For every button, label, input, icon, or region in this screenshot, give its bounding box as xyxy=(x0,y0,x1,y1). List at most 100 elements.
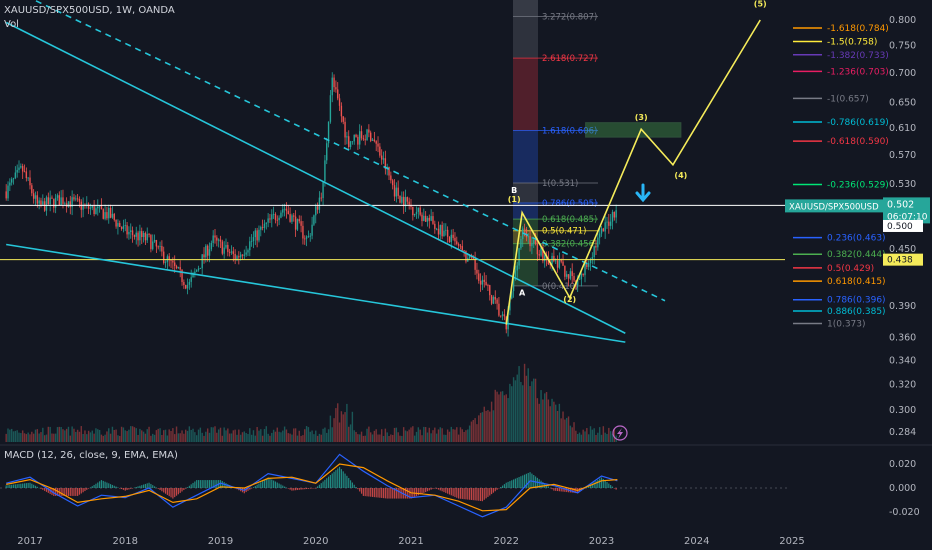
volume-bar xyxy=(152,433,154,442)
macd-histogram-bar xyxy=(357,488,359,490)
candle-body xyxy=(128,231,130,235)
candle-body xyxy=(507,310,509,330)
candle-body xyxy=(131,230,134,236)
candle-body xyxy=(113,213,115,220)
candle-body xyxy=(331,77,333,96)
fib-level-label: 0.618(0.485) xyxy=(542,215,597,225)
macd-histogram-bar xyxy=(445,488,447,493)
volume-bar xyxy=(565,417,568,442)
volume-bar xyxy=(219,427,222,442)
volume-bar xyxy=(38,433,40,442)
volume-bar xyxy=(487,410,489,442)
candle-body xyxy=(135,232,137,237)
macd-histogram-bar xyxy=(40,488,42,489)
symbol-header: XAUUSD/SPX500USD, 1W, OANDA xyxy=(4,5,175,16)
macd-histogram-bar xyxy=(443,488,445,493)
macd-histogram-bar xyxy=(525,473,527,488)
macd-histogram-bar xyxy=(5,485,7,488)
candle-body xyxy=(608,221,610,226)
macd-histogram-bar xyxy=(44,488,46,491)
fib-level-label: 1.618(0.606) xyxy=(542,126,597,136)
volume-bar xyxy=(20,433,22,442)
volume-bar xyxy=(186,430,189,442)
candle-body xyxy=(109,207,112,218)
volume-bar xyxy=(490,401,493,442)
candle-body xyxy=(370,132,372,141)
y-axis-tick-label: 0.360 xyxy=(889,333,916,344)
volume-bar xyxy=(551,398,553,442)
volume-bar xyxy=(404,430,407,442)
volume-bar xyxy=(260,429,262,442)
macd-histogram-bar xyxy=(47,488,49,493)
volume-bar xyxy=(525,375,528,442)
candle-body xyxy=(137,232,139,241)
volume-bar xyxy=(534,378,537,442)
macd-histogram-bar xyxy=(606,482,608,488)
macd-histogram-bar xyxy=(97,482,99,488)
macd-histogram-bar xyxy=(595,481,597,488)
volume-bar xyxy=(241,432,244,442)
candle-body xyxy=(194,271,196,274)
macd-histogram-bar xyxy=(282,485,284,488)
macd-histogram-bar xyxy=(86,488,88,490)
candle-body xyxy=(21,166,24,172)
volume-bar xyxy=(586,428,588,442)
fib-right-label: 0.236(0.463) xyxy=(827,234,886,244)
volume-bar xyxy=(569,425,572,442)
volume-bar xyxy=(571,427,573,442)
volume-bar xyxy=(58,426,61,442)
volume-bar xyxy=(133,427,136,442)
volume-bar xyxy=(598,427,601,442)
volume-bar xyxy=(445,434,447,442)
volume-bar xyxy=(538,403,540,442)
macd-histogram-bar xyxy=(408,488,410,499)
macd-histogram-bar xyxy=(430,488,432,490)
volume-bar xyxy=(595,434,597,442)
volume-bar xyxy=(522,385,524,442)
candle-body xyxy=(362,138,365,140)
candle-body xyxy=(602,228,605,232)
macd-histogram-bar xyxy=(258,483,260,488)
price-tag[interactable]: XAUUSD/SPX500USD 0.502 06:07:10 xyxy=(785,197,930,224)
macd-histogram-bar xyxy=(316,486,319,488)
macd-histogram-bar xyxy=(186,487,189,488)
volume-bar xyxy=(408,429,410,442)
candle-body xyxy=(606,221,608,223)
volume-bar xyxy=(311,430,313,442)
macd-histogram-bar xyxy=(196,480,198,488)
candle-body xyxy=(316,206,319,210)
candle-body xyxy=(188,281,191,285)
macd-axis-tick-label: 0.020 xyxy=(889,459,916,470)
volume-bar xyxy=(159,428,161,442)
macd-histogram-bar xyxy=(379,488,381,498)
axis-mark-label: 0.438 xyxy=(887,256,913,266)
macd-histogram-bar xyxy=(309,488,311,489)
macd-histogram-bar xyxy=(404,488,407,499)
candle-body xyxy=(201,254,203,269)
candle-body xyxy=(393,185,396,197)
macd-histogram-bar xyxy=(527,472,529,488)
volume-bar xyxy=(214,426,216,442)
volume-bar xyxy=(82,434,84,442)
macd-histogram-bar xyxy=(498,488,500,489)
candle-body xyxy=(95,208,97,215)
volume-bar xyxy=(155,430,158,442)
macd-histogram-bar xyxy=(571,488,573,493)
macd-histogram-bar xyxy=(399,488,401,499)
candle-body xyxy=(395,187,398,197)
volume-bar xyxy=(472,419,474,442)
macd-histogram-bar xyxy=(452,488,454,497)
macd-histogram-bar xyxy=(381,488,383,498)
macd-histogram-bar xyxy=(545,484,548,488)
target-zone xyxy=(585,122,682,138)
candle-body xyxy=(443,230,445,237)
macd-histogram-bar xyxy=(348,478,350,488)
volume-bar xyxy=(135,428,137,442)
volume-bar xyxy=(227,428,229,442)
volume-bar xyxy=(386,432,388,442)
trendline xyxy=(6,243,626,343)
macd-histogram-bar xyxy=(490,488,493,495)
candle-body xyxy=(225,244,227,248)
volume-bar xyxy=(302,435,304,442)
